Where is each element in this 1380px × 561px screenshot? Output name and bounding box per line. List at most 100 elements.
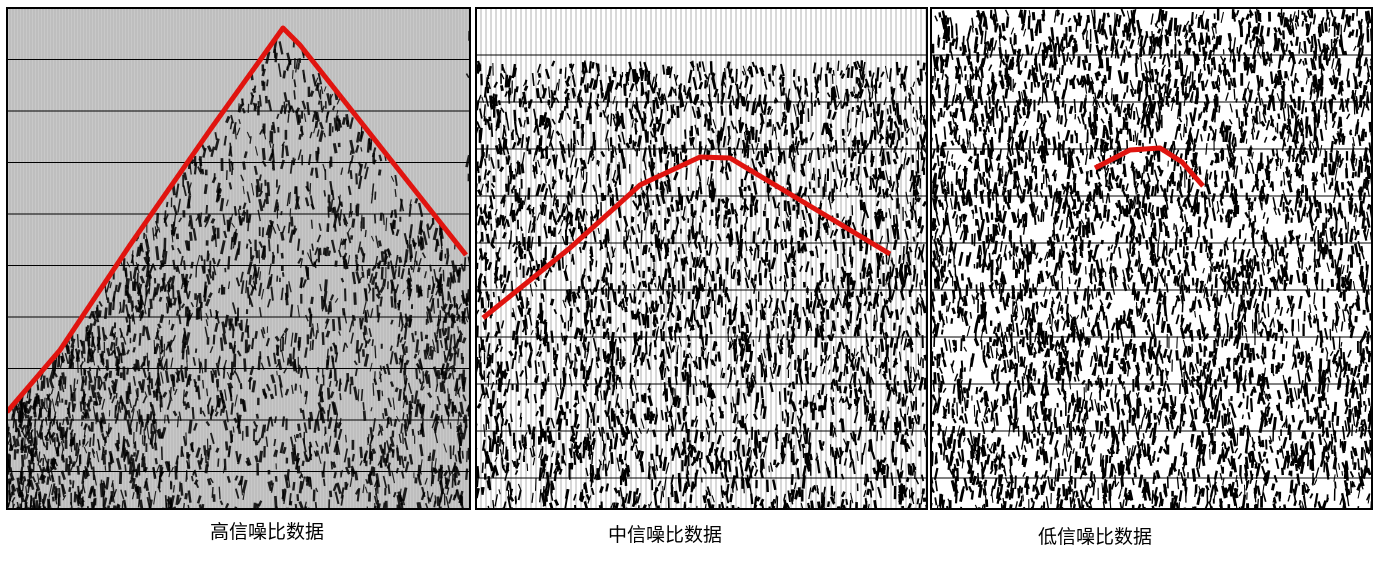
wavelet — [698, 181, 703, 195]
wavelet — [223, 135, 228, 146]
wavelet — [607, 251, 611, 265]
wavelet — [416, 399, 420, 407]
wavelet — [339, 393, 342, 401]
wavelet — [397, 266, 401, 278]
wavelet — [353, 292, 357, 305]
wavelet — [230, 236, 234, 250]
wavelet — [790, 243, 793, 258]
wavelet — [906, 406, 910, 416]
wavelet — [746, 390, 750, 396]
wavelet — [868, 418, 873, 432]
wavelet — [826, 62, 830, 71]
wavelet — [311, 243, 314, 251]
wavelet — [23, 413, 28, 419]
wavelet — [443, 350, 447, 363]
wavelet — [48, 400, 52, 410]
wavelet — [606, 116, 610, 125]
wavelet — [379, 455, 383, 468]
wavelet — [82, 391, 86, 406]
wavelet — [314, 247, 319, 256]
wavelet — [112, 482, 115, 497]
wavelet — [514, 462, 520, 470]
wavelet — [635, 449, 642, 460]
wavelet — [155, 212, 160, 224]
wavelet — [349, 477, 353, 488]
wavelet — [334, 298, 339, 303]
wavelet — [753, 461, 758, 468]
wavelet — [96, 391, 102, 400]
wavelet — [840, 337, 846, 350]
wavelet — [819, 67, 823, 81]
wavelet — [319, 283, 322, 292]
wavelet — [284, 332, 287, 345]
wavelet — [296, 458, 300, 470]
wavelet — [301, 476, 306, 490]
wavelet — [578, 210, 583, 219]
wavelet — [541, 87, 548, 99]
wavelet — [876, 430, 879, 442]
wavelet — [860, 282, 864, 295]
wavelet — [723, 197, 730, 209]
wavelet — [214, 411, 219, 417]
wavelet — [540, 149, 545, 160]
wavelet — [354, 470, 359, 481]
wavelet — [465, 73, 470, 79]
wavelet — [797, 185, 803, 198]
wavelet — [43, 397, 46, 409]
wavelet — [142, 367, 147, 378]
wavelet — [71, 461, 77, 468]
wavelet — [819, 269, 823, 278]
wavelet — [436, 372, 438, 387]
wavelet — [29, 479, 35, 490]
wavelet — [110, 350, 115, 356]
wavelet — [374, 255, 379, 269]
wavelet — [224, 441, 229, 451]
wavelet — [174, 465, 178, 480]
wavelet — [15, 438, 20, 447]
wavelet — [365, 478, 368, 485]
wavelet — [185, 377, 190, 388]
wavelet — [186, 401, 191, 409]
wavelet — [180, 365, 183, 371]
wavelet — [782, 221, 786, 233]
wavelet — [808, 320, 813, 332]
wavelet — [361, 265, 364, 272]
wavelet — [295, 58, 299, 73]
wavelet — [225, 199, 229, 207]
wavelet — [232, 368, 237, 376]
wavelet — [232, 426, 235, 433]
wavelet — [427, 392, 433, 399]
wavelet — [640, 352, 645, 366]
wavelet — [313, 258, 318, 265]
wavelet — [598, 173, 602, 188]
wavelet — [601, 427, 604, 441]
wavelet — [202, 285, 208, 298]
wavelet — [388, 443, 393, 453]
wavelet — [646, 358, 651, 370]
wavelet — [917, 353, 920, 366]
wavelet — [872, 320, 877, 332]
wavelet — [816, 97, 821, 106]
wavelet — [278, 41, 284, 55]
wavelet — [385, 217, 388, 232]
wavelet — [770, 152, 774, 162]
wavelet — [16, 448, 20, 454]
wavelet — [477, 273, 483, 281]
wavelet — [543, 117, 550, 130]
wavelet — [649, 278, 654, 285]
wavelet — [733, 367, 736, 375]
wavelet — [492, 430, 497, 445]
wavelet — [351, 271, 357, 285]
wavelet — [334, 413, 339, 428]
wavelet — [658, 295, 664, 305]
wavelet — [682, 304, 687, 310]
wavelet — [134, 398, 138, 407]
wavelet — [595, 260, 598, 268]
wavelet — [171, 244, 175, 251]
wavelet — [464, 414, 468, 428]
wavelet — [775, 171, 779, 177]
wavelet — [266, 355, 271, 367]
wavelet — [394, 174, 398, 186]
wavelet — [272, 352, 277, 365]
wavelet — [373, 495, 378, 505]
